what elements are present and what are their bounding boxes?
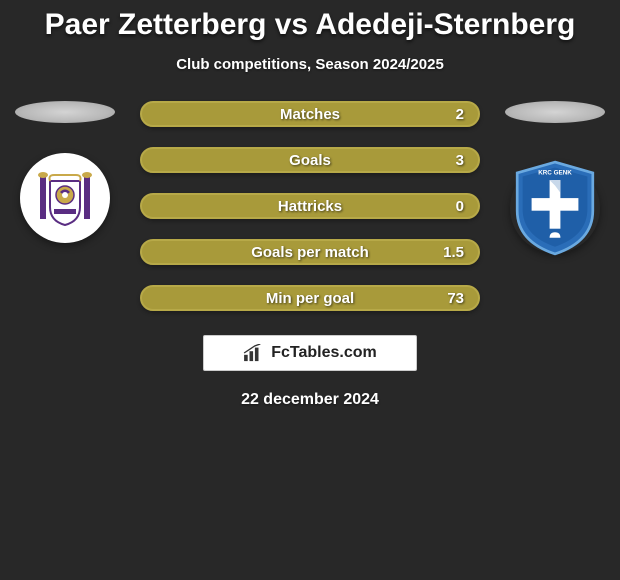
watermark-badge: FcTables.com <box>203 335 417 371</box>
stat-label: Min per goal <box>266 290 354 307</box>
anderlecht-crest-icon <box>30 163 100 233</box>
stat-value: 2 <box>456 106 464 123</box>
stat-value: 0 <box>456 198 464 215</box>
stat-bar: Min per goal 73 <box>140 285 480 311</box>
right-player-column: KRC GENK <box>500 101 610 253</box>
stat-value: 3 <box>456 152 464 169</box>
stat-label: Matches <box>280 106 340 123</box>
stat-bar: Goals per match 1.5 <box>140 239 480 265</box>
chart-icon <box>243 344 265 362</box>
page-title: Paer Zetterberg vs Adedeji-Sternberg <box>45 8 576 42</box>
date-text: 22 december 2024 <box>241 391 379 409</box>
svg-text:KRC GENK: KRC GENK <box>538 170 572 177</box>
stat-value: 1.5 <box>443 244 464 261</box>
subtitle: Club competitions, Season 2024/2025 <box>176 56 444 73</box>
stat-label: Goals per match <box>251 244 369 261</box>
stat-label: Goals <box>289 152 331 169</box>
club-badge-genk: KRC GENK <box>510 163 600 253</box>
stat-bars: Matches 2 Goals 3 Hattricks 0 Goals per match 1… <box>130 101 490 311</box>
stat-bar: Hattricks 0 <box>140 193 480 219</box>
genk-crest-icon: KRC GENK <box>510 153 600 263</box>
stat-label: Hattricks <box>278 198 342 215</box>
comparison-infographic: Paer Zetterberg vs Adedeji-Sternberg Clu… <box>0 0 620 409</box>
left-player-column <box>10 101 120 243</box>
watermark-text: FcTables.com <box>271 344 377 362</box>
player-silhouette-right <box>505 101 605 123</box>
club-badge-anderlecht <box>20 153 110 243</box>
stat-bar: Goals 3 <box>140 147 480 173</box>
main-row: Matches 2 Goals 3 Hattricks 0 Goals per match 1… <box>0 101 620 311</box>
stat-value: 73 <box>447 290 464 307</box>
player-silhouette-left <box>15 101 115 123</box>
stat-bar: Matches 2 <box>140 101 480 127</box>
